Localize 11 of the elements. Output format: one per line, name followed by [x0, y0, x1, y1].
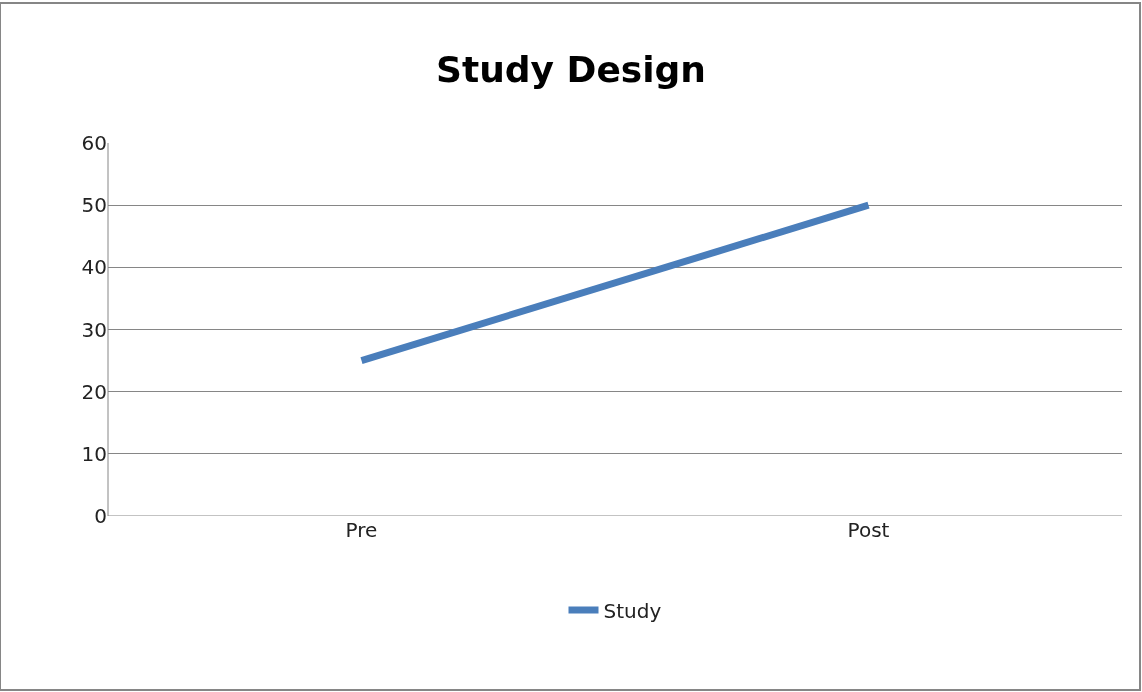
x-tick-label: Pre	[345, 518, 378, 542]
y-tick-label: 20	[81, 379, 107, 404]
y-tick-label: 0	[94, 504, 107, 528]
x-tick-label: Post	[847, 518, 890, 542]
y-tick-label: 40	[81, 255, 107, 280]
y-tick-label: 60	[81, 131, 107, 155]
legend-label: Study	[603, 598, 662, 623]
y-tick-label: 30	[81, 317, 107, 342]
chart-title: Study Design	[436, 48, 706, 90]
y-tick-label: 10	[81, 441, 107, 466]
y-tick-label: 50	[81, 193, 107, 218]
